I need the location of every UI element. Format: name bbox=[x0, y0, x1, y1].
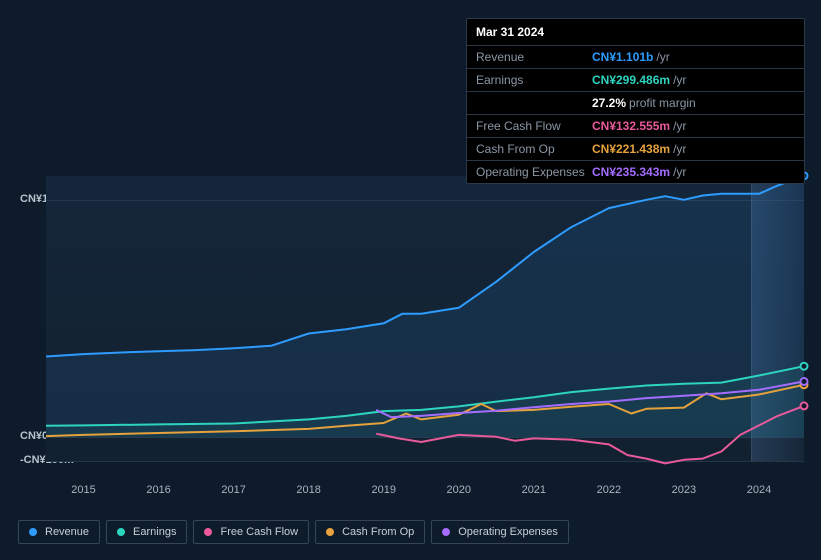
legend-item-cfo[interactable]: Cash From Op bbox=[315, 520, 425, 544]
legend-dot-icon bbox=[117, 528, 125, 536]
plot-area[interactable] bbox=[46, 176, 804, 461]
legend-dot-icon bbox=[204, 528, 212, 536]
legend-item-revenue[interactable]: Revenue bbox=[18, 520, 100, 544]
data-tooltip: Mar 31 2024 RevenueCN¥1.101b/yrEarningsC… bbox=[466, 18, 805, 184]
tooltip-value: 27.2% bbox=[592, 96, 626, 110]
tooltip-value: CN¥299.486m bbox=[592, 73, 670, 87]
tooltip-label bbox=[476, 96, 592, 110]
tooltip-suffix: /yr bbox=[673, 142, 686, 156]
x-axis-tick: 2022 bbox=[597, 484, 621, 496]
tooltip-date: Mar 31 2024 bbox=[467, 19, 804, 45]
legend-label: Free Cash Flow bbox=[220, 526, 298, 538]
legend-dot-icon bbox=[326, 528, 334, 536]
x-axis-tick: 2019 bbox=[371, 484, 395, 496]
earnings-revenue-chart: CN¥1bCN¥0-CN¥100m 2015201620172018201920… bbox=[18, 158, 804, 528]
legend-label: Operating Expenses bbox=[458, 526, 558, 538]
x-axis-tick: 2015 bbox=[71, 484, 95, 496]
tooltip-suffix: /yr bbox=[656, 50, 669, 64]
tooltip-value: CN¥235.343m bbox=[592, 165, 670, 179]
legend-dot-icon bbox=[29, 528, 37, 536]
tooltip-label: Cash From Op bbox=[476, 142, 592, 156]
series-marker-earnings bbox=[801, 363, 808, 370]
tooltip-row: Free Cash FlowCN¥132.555m/yr bbox=[467, 114, 804, 137]
tooltip-label: Free Cash Flow bbox=[476, 119, 592, 133]
tooltip-suffix: /yr bbox=[673, 165, 686, 179]
tooltip-suffix: /yr bbox=[673, 119, 686, 133]
legend-label: Revenue bbox=[45, 526, 89, 538]
y-axis-label: CN¥0 bbox=[20, 430, 48, 442]
tooltip-suffix: /yr bbox=[673, 73, 686, 87]
tooltip-value: CN¥132.555m bbox=[592, 119, 670, 133]
x-axis-tick: 2020 bbox=[447, 484, 471, 496]
legend: Revenue Earnings Free Cash Flow Cash From O… bbox=[18, 520, 569, 544]
tooltip-label: Operating Expenses bbox=[476, 165, 592, 179]
legend-item-fcf[interactable]: Free Cash Flow bbox=[193, 520, 309, 544]
series-marker-opex bbox=[801, 378, 808, 385]
x-axis-tick: 2024 bbox=[747, 484, 771, 496]
x-axis-tick: 2018 bbox=[296, 484, 320, 496]
legend-dot-icon bbox=[442, 528, 450, 536]
tooltip-label: Revenue bbox=[476, 50, 592, 64]
tooltip-value: CN¥221.438m bbox=[592, 142, 670, 156]
legend-label: Cash From Op bbox=[342, 526, 414, 538]
x-axis-tick: 2016 bbox=[146, 484, 170, 496]
legend-item-opex[interactable]: Operating Expenses bbox=[431, 520, 569, 544]
tooltip-row: EarningsCN¥299.486m/yr bbox=[467, 68, 804, 91]
tooltip-row: 27.2%profit margin bbox=[467, 91, 804, 114]
series-marker-fcf bbox=[801, 402, 808, 409]
tooltip-label: Earnings bbox=[476, 73, 592, 87]
x-axis: 2015 2016 2017 2018 2019 2020 2021 2022 2023 2024 bbox=[46, 484, 804, 502]
tooltip-row: RevenueCN¥1.101b/yr bbox=[467, 45, 804, 68]
tooltip-row: Operating ExpensesCN¥235.343m/yr bbox=[467, 160, 804, 183]
chart-svg bbox=[46, 176, 804, 461]
x-axis-tick: 2017 bbox=[221, 484, 245, 496]
x-axis-tick: 2021 bbox=[522, 484, 546, 496]
tooltip-row: Cash From OpCN¥221.438m/yr bbox=[467, 137, 804, 160]
tooltip-value: CN¥1.101b bbox=[592, 50, 653, 64]
tooltip-suffix: profit margin bbox=[629, 96, 696, 110]
legend-label: Earnings bbox=[133, 526, 176, 538]
legend-item-earnings[interactable]: Earnings bbox=[106, 520, 187, 544]
x-axis-tick: 2023 bbox=[672, 484, 696, 496]
